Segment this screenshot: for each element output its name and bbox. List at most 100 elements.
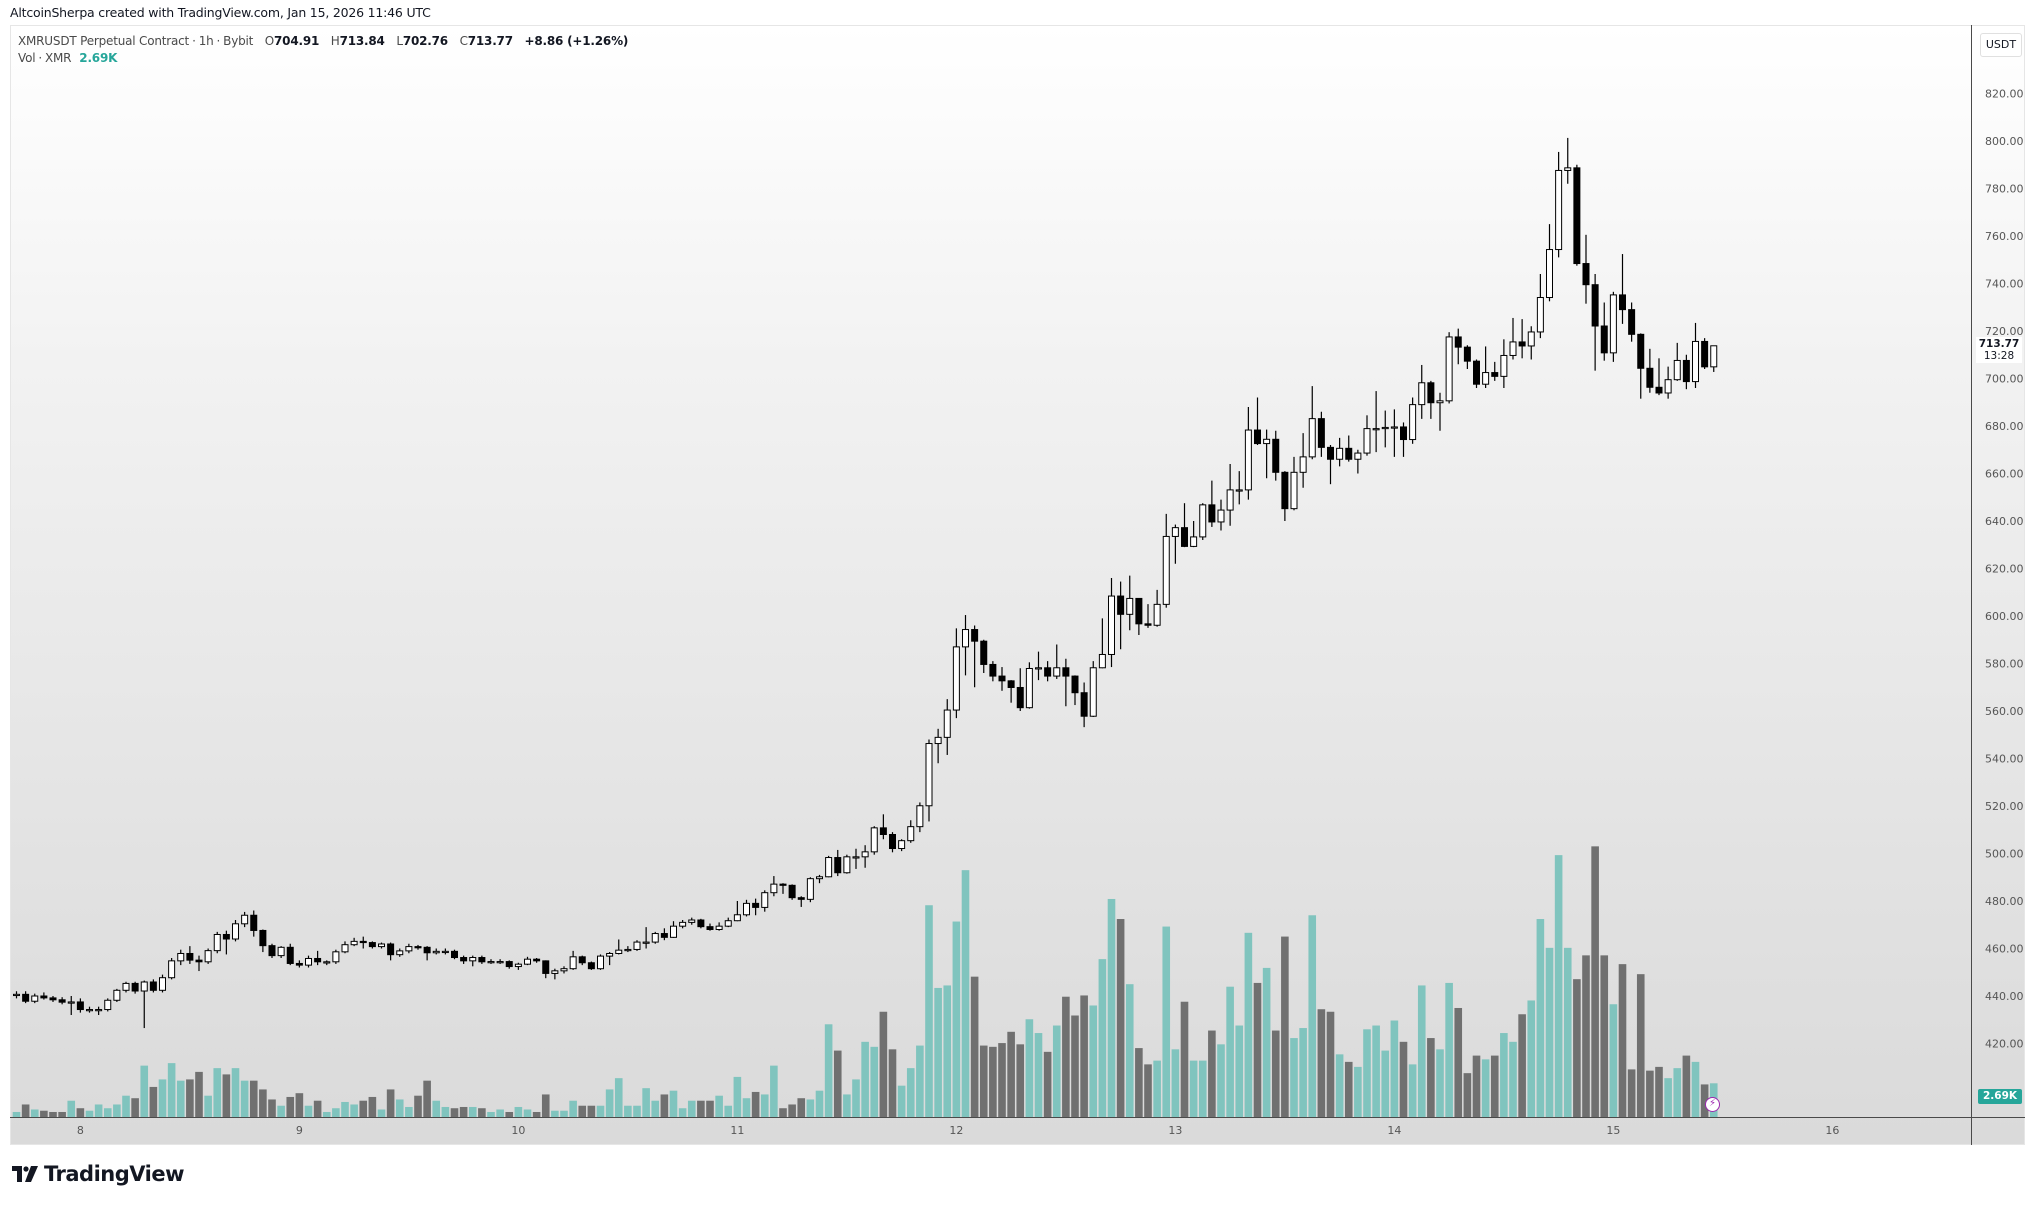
candle-body (889, 834, 896, 850)
candle-body (624, 948, 632, 952)
lightning-icon[interactable]: ⚡︎ (1705, 1097, 1720, 1112)
volume-bar (131, 1098, 139, 1117)
candle-body (1226, 489, 1234, 511)
candle (542, 960, 550, 979)
candle-body (1445, 336, 1453, 402)
candle (597, 954, 604, 970)
tradingview-logo[interactable]: TradingView (12, 1162, 184, 1186)
candle (1208, 480, 1216, 527)
candle-body (1308, 418, 1316, 458)
candle-body (268, 945, 276, 957)
candle (1190, 521, 1198, 548)
candle (295, 960, 303, 968)
candle-body (925, 743, 933, 807)
volume-bar (925, 905, 933, 1117)
volume-bar (1591, 846, 1599, 1117)
volume-bar (1244, 932, 1253, 1117)
candle-body (1363, 428, 1371, 454)
volume-bar (1290, 1038, 1298, 1117)
candle (1582, 234, 1590, 304)
price-tick-label: 720.00 (1985, 325, 2024, 338)
volume-bar (1162, 926, 1171, 1117)
volume-bar (1636, 974, 1645, 1117)
currency-button[interactable]: USDT (1980, 33, 2022, 57)
candle-body (724, 920, 732, 927)
time-axis[interactable]: 8 9 10 11 12 13 14 15 16 (77, 1124, 1840, 1137)
candle (1244, 407, 1252, 500)
volume-label[interactable]: Vol (18, 51, 36, 65)
candle-body (1254, 429, 1261, 445)
candle-body (469, 957, 477, 962)
candle (67, 996, 75, 1015)
candle-body (1162, 535, 1170, 605)
candle (971, 625, 979, 688)
candle-body (551, 970, 559, 974)
volume-bar (1089, 1005, 1098, 1117)
candle (1317, 411, 1325, 457)
candle-body (989, 663, 997, 677)
candle (1226, 464, 1234, 526)
change-value: +8.86 (+1.26%) (524, 34, 629, 48)
candle-body (1135, 597, 1143, 625)
candle (551, 968, 559, 980)
candle (1171, 524, 1179, 564)
volume-bar (103, 1108, 112, 1117)
candle (1655, 358, 1663, 396)
candle (423, 946, 431, 961)
volume-bar (1271, 1030, 1280, 1117)
candle (505, 960, 513, 969)
close-label: C (459, 34, 468, 48)
volume-bar (979, 1045, 988, 1117)
symbol-name[interactable]: XMRUSDT Perpetual Contract (18, 34, 190, 48)
volume-bar (551, 1110, 559, 1117)
volume-bar (614, 1078, 623, 1117)
time-tick-label: 16 (1825, 1124, 1839, 1137)
chart-panel[interactable] (10, 25, 2025, 1145)
candle-body (76, 1001, 84, 1011)
volume-bar (1427, 1038, 1435, 1117)
candle-body (642, 941, 650, 944)
candle-body (1327, 446, 1334, 460)
volume-bar (1135, 1048, 1143, 1117)
candle-body (1555, 169, 1563, 251)
candle (195, 955, 203, 972)
candle-body (232, 923, 239, 940)
candle (934, 728, 942, 764)
candle-body (797, 897, 805, 900)
candle (1637, 333, 1645, 399)
volume-bar (824, 1024, 833, 1117)
volume-bar (1116, 919, 1125, 1117)
volume-bar (587, 1105, 596, 1117)
candle-body (204, 950, 212, 963)
volume-bar (1180, 1001, 1189, 1117)
volume-bar (1463, 1073, 1472, 1117)
candle (277, 946, 285, 958)
price-axis[interactable]: 420.00 440.00 460.00 480.00 500.00 520.00 540.… (1985, 88, 2024, 1051)
volume-bar (249, 1080, 258, 1117)
candle (779, 883, 787, 894)
candle-body (414, 946, 422, 949)
candle-body (1564, 167, 1572, 171)
volume-asset: XMR (44, 51, 72, 65)
candle (1336, 437, 1344, 467)
candle-body (670, 925, 677, 938)
candle-body (870, 827, 878, 853)
volume-bar (1673, 1068, 1682, 1117)
volume-bar (1153, 1060, 1161, 1117)
candle (797, 896, 805, 907)
volume-bar (40, 1110, 48, 1117)
candle (514, 962, 522, 970)
candle (341, 941, 349, 954)
volume-bar (952, 921, 961, 1117)
candle (1363, 415, 1371, 456)
candle (95, 1006, 103, 1015)
volume-bar (122, 1095, 130, 1117)
candle-body (1491, 372, 1499, 377)
candle-body (1235, 489, 1243, 492)
legend-volume-row: Vol · XMR 2.69K (18, 51, 118, 65)
candle-body (1044, 667, 1052, 677)
candle-body (460, 957, 468, 962)
interval[interactable]: 1h (198, 34, 214, 48)
volume-bar (186, 1079, 194, 1117)
